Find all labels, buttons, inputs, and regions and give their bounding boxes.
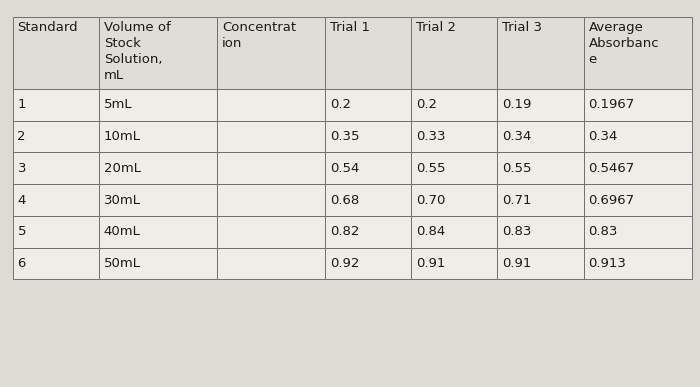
Text: 5mL: 5mL xyxy=(104,98,132,111)
Text: 0.34: 0.34 xyxy=(503,130,532,143)
Bar xyxy=(99,17,217,89)
Bar xyxy=(325,152,411,184)
Text: 0.71: 0.71 xyxy=(503,194,532,207)
Text: 0.83: 0.83 xyxy=(589,225,618,238)
Bar xyxy=(498,184,584,216)
Bar xyxy=(584,248,692,279)
Text: 0.913: 0.913 xyxy=(589,257,626,270)
Bar xyxy=(584,17,692,89)
Text: 0.2: 0.2 xyxy=(416,98,437,111)
Text: 0.19: 0.19 xyxy=(503,98,532,111)
Bar xyxy=(584,89,692,121)
Bar xyxy=(99,184,217,216)
Text: 2: 2 xyxy=(18,130,26,143)
Bar xyxy=(584,216,692,248)
Text: Volume of
Stock
Solution,
mL: Volume of Stock Solution, mL xyxy=(104,21,170,82)
Bar xyxy=(13,216,99,248)
Text: Average
Absorbanc
e: Average Absorbanc e xyxy=(589,21,659,65)
Bar xyxy=(217,216,325,248)
Bar xyxy=(325,216,411,248)
Bar xyxy=(13,121,99,152)
Text: Standard: Standard xyxy=(18,21,78,34)
Text: 0.33: 0.33 xyxy=(416,130,446,143)
Text: 0.68: 0.68 xyxy=(330,194,359,207)
Text: Trial 2: Trial 2 xyxy=(416,21,456,34)
Bar xyxy=(325,248,411,279)
Text: 5: 5 xyxy=(18,225,26,238)
Text: 0.83: 0.83 xyxy=(503,225,532,238)
Bar xyxy=(325,184,411,216)
Bar xyxy=(99,152,217,184)
Text: 0.2: 0.2 xyxy=(330,98,351,111)
Bar xyxy=(217,248,325,279)
Text: 3: 3 xyxy=(18,162,26,175)
Text: 0.91: 0.91 xyxy=(416,257,445,270)
Bar xyxy=(217,152,325,184)
Bar xyxy=(325,17,411,89)
Text: 0.91: 0.91 xyxy=(503,257,532,270)
Bar xyxy=(99,216,217,248)
Text: 50mL: 50mL xyxy=(104,257,141,270)
Bar xyxy=(13,152,99,184)
Text: 6: 6 xyxy=(18,257,26,270)
Bar xyxy=(99,121,217,152)
Text: 1: 1 xyxy=(18,98,26,111)
Bar xyxy=(13,17,99,89)
Bar xyxy=(99,89,217,121)
Bar xyxy=(498,152,584,184)
Bar xyxy=(498,121,584,152)
Text: 30mL: 30mL xyxy=(104,194,141,207)
Bar xyxy=(584,121,692,152)
Bar xyxy=(411,184,498,216)
Text: 0.35: 0.35 xyxy=(330,130,360,143)
Text: Concentrat
ion: Concentrat ion xyxy=(222,21,296,50)
Text: 4: 4 xyxy=(18,194,26,207)
Text: 0.55: 0.55 xyxy=(503,162,532,175)
Text: 0.1967: 0.1967 xyxy=(589,98,635,111)
Bar xyxy=(217,89,325,121)
Bar xyxy=(13,184,99,216)
Bar xyxy=(584,152,692,184)
Bar xyxy=(99,248,217,279)
Bar xyxy=(217,121,325,152)
Bar xyxy=(411,152,498,184)
Bar xyxy=(411,17,498,89)
Text: 0.82: 0.82 xyxy=(330,225,359,238)
Text: 0.54: 0.54 xyxy=(330,162,359,175)
Bar xyxy=(498,216,584,248)
Bar xyxy=(325,89,411,121)
Text: Trial 3: Trial 3 xyxy=(503,21,542,34)
Bar xyxy=(411,216,498,248)
Text: 0.55: 0.55 xyxy=(416,162,446,175)
Bar xyxy=(498,248,584,279)
Text: 20mL: 20mL xyxy=(104,162,141,175)
Bar xyxy=(13,89,99,121)
Bar xyxy=(498,17,584,89)
Text: 0.5467: 0.5467 xyxy=(589,162,635,175)
Bar xyxy=(498,89,584,121)
Bar xyxy=(217,184,325,216)
Bar xyxy=(13,248,99,279)
Text: Trial 1: Trial 1 xyxy=(330,21,370,34)
Bar xyxy=(584,184,692,216)
Text: 40mL: 40mL xyxy=(104,225,141,238)
Text: 0.92: 0.92 xyxy=(330,257,359,270)
Text: 0.34: 0.34 xyxy=(589,130,618,143)
Bar xyxy=(411,121,498,152)
Text: 0.6967: 0.6967 xyxy=(589,194,635,207)
Bar xyxy=(411,89,498,121)
Bar xyxy=(217,17,325,89)
Text: 10mL: 10mL xyxy=(104,130,141,143)
Text: 0.84: 0.84 xyxy=(416,225,445,238)
Bar xyxy=(411,248,498,279)
Bar xyxy=(325,121,411,152)
Text: 0.70: 0.70 xyxy=(416,194,445,207)
